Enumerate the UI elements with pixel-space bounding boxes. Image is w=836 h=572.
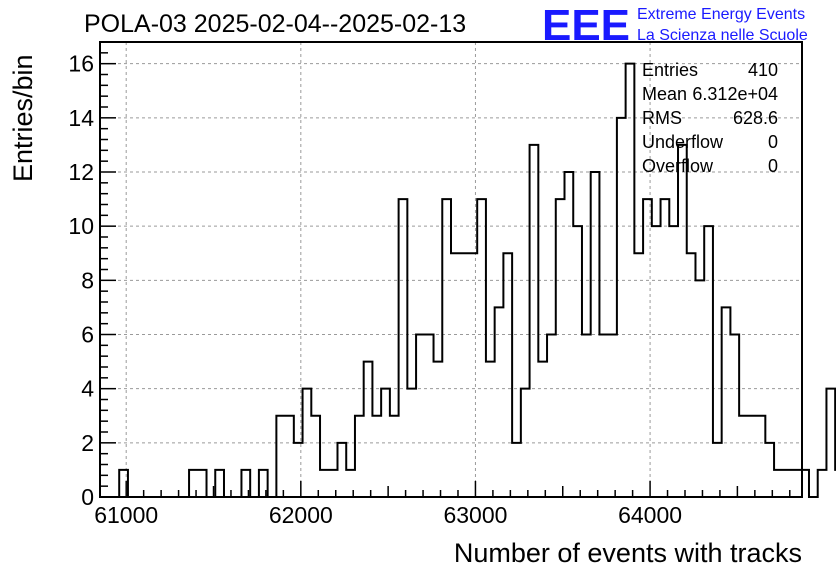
y-tick-label: 14 <box>68 105 94 131</box>
chart-title: POLA-03 2025-02-04--2025-02-13 <box>84 10 466 38</box>
eee-logo-mark: EEE <box>542 1 630 50</box>
logo-line-2: La Scienza nelle Scuole <box>637 27 808 44</box>
stats-label: Underflow <box>642 132 724 152</box>
y-tick-label: 8 <box>81 267 94 293</box>
x-tick-label: 63000 <box>443 502 507 528</box>
axis-tick-labels: 61000 62000 63000 64000 0 2 4 6 8 10 12 14 16 <box>68 51 682 528</box>
axis-ticks <box>100 52 791 498</box>
stats-label: Entries <box>642 60 698 80</box>
stats-label: RMS <box>642 108 682 128</box>
logo-line-1: Extreme Energy Events <box>637 6 805 23</box>
y-tick-label: 4 <box>81 376 94 402</box>
y-tick-label: 2 <box>81 430 94 456</box>
x-tick-label: 61000 <box>94 502 158 528</box>
stats-value: 410 <box>748 60 778 80</box>
eee-logo: EEE Extreme Energy Events La Scienza nel… <box>542 1 808 50</box>
x-tick-label: 64000 <box>618 502 682 528</box>
y-tick-label: 6 <box>81 322 94 348</box>
y-tick-label: 10 <box>68 213 94 239</box>
stats-value: 0 <box>768 156 778 176</box>
y-tick-label: 0 <box>81 484 94 510</box>
x-axis-label: Number of events with tracks <box>454 538 802 568</box>
stats-value: 0 <box>768 132 778 152</box>
y-axis-label: Entries/bin <box>8 54 38 182</box>
stats-value: 628.6 <box>733 108 778 128</box>
histogram-series <box>118 62 836 498</box>
stats-label: Mean <box>642 84 687 104</box>
y-tick-label: 16 <box>68 51 94 77</box>
y-tick-label: 12 <box>68 159 94 185</box>
stats-value: 6.312e+04 <box>692 84 778 104</box>
x-tick-label: 62000 <box>269 502 333 528</box>
grid <box>100 42 802 497</box>
stats-box: Entries 410 Mean 6.312e+04 RMS 628.6 Underflow… <box>642 60 778 176</box>
stats-label: Overflow <box>642 156 714 176</box>
